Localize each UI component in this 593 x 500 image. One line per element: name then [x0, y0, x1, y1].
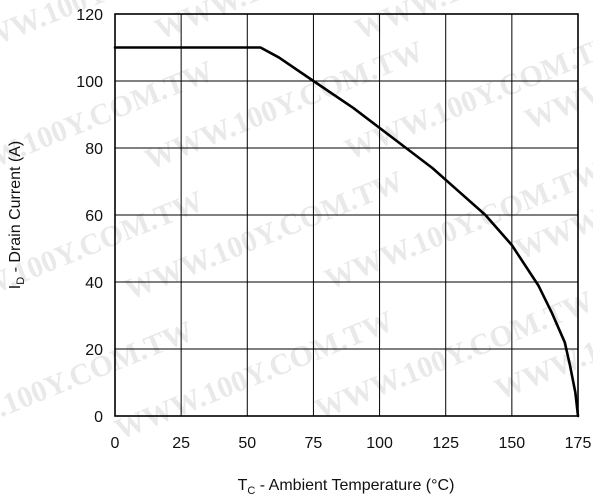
x-tick-label: 150: [499, 435, 526, 452]
x-tick-label: 125: [432, 435, 459, 452]
y-axis-label: ID - Drain Current (A): [7, 141, 27, 289]
x-tick-label: 50: [238, 435, 256, 452]
y-axis-label-rest: - Drain Current (A): [7, 141, 24, 277]
y-tick-label: 20: [85, 342, 103, 359]
watermark-text: WWW.100Y.COM.TW: [120, 165, 408, 307]
y-tick-label: 120: [76, 7, 103, 24]
x-axis-ticks: 0 25 50 75 100 125 150 175: [111, 435, 592, 452]
watermark-text: WWW.100Y.COM.TW: [140, 35, 428, 177]
y-tick-label: 100: [76, 74, 103, 91]
series-line: [113, 46, 580, 418]
x-tick-label: 100: [366, 435, 393, 452]
x-tick-label: 25: [172, 435, 190, 452]
y-axis-ticks: 0 20 40 60 80 100 120: [76, 7, 103, 426]
x-tick-label: 0: [111, 435, 120, 452]
x-axis-label-sub: C: [247, 485, 255, 497]
y-axis-label-main: I: [7, 285, 24, 289]
x-axis-label: TC - Ambient Temperature (°C): [238, 477, 455, 497]
x-tick-label: 175: [565, 435, 592, 452]
plot-border: [114, 13, 579, 417]
watermark-text: WWW.100Y.COM.TW: [350, 0, 593, 46]
watermark-text: WWW.100Y.COM.TW: [110, 305, 398, 447]
y-tick-label: 60: [85, 208, 103, 225]
watermark-text: WWW.100Y.COM.TW: [0, 315, 198, 457]
plot-area: [113, 46, 580, 418]
y-tick-label: 80: [85, 141, 103, 158]
x-tick-label: 75: [305, 435, 323, 452]
grid: [114, 13, 579, 417]
x-axis-label-rest: - Ambient Temperature (°C): [255, 477, 454, 494]
watermark-text: WWW.100Y.COM.TW: [0, 55, 218, 197]
y-tick-label: 0: [94, 409, 103, 426]
x-axis-label-main: T: [238, 477, 248, 494]
y-axis-label-sub: D: [15, 277, 27, 285]
y-tick-label: 40: [85, 275, 103, 292]
